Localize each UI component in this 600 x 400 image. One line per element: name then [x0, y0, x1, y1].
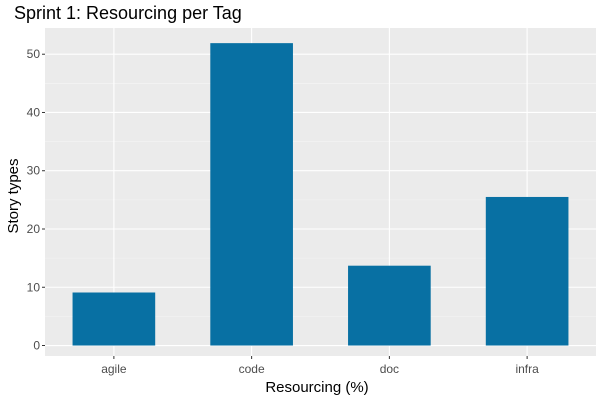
x-tick-label-code: code: [239, 362, 265, 376]
bar-agile: [72, 292, 156, 346]
x-tick-label-doc: doc: [380, 362, 399, 376]
bar-code: [210, 43, 293, 346]
x-axis: agile code doc infra: [101, 356, 539, 376]
y-tick-label: 30: [27, 164, 41, 178]
bars: [72, 43, 569, 346]
y-tick-label: 50: [27, 47, 41, 61]
y-axis: 0 10 20 30 40 50: [27, 47, 45, 353]
y-axis-title: Story types: [5, 158, 22, 233]
y-tick-label: 20: [27, 222, 41, 236]
bar-doc: [348, 265, 431, 346]
y-tick-label: 0: [33, 339, 40, 353]
x-tick-label-infra: infra: [515, 362, 539, 376]
bar-infra: [485, 196, 569, 346]
x-tick-label-agile: agile: [101, 362, 127, 376]
chart-title: Sprint 1: Resourcing per Tag: [14, 3, 242, 23]
y-tick-label: 40: [27, 105, 41, 119]
x-axis-title: Resourcing (%): [265, 379, 368, 396]
y-tick-label: 10: [27, 280, 41, 294]
